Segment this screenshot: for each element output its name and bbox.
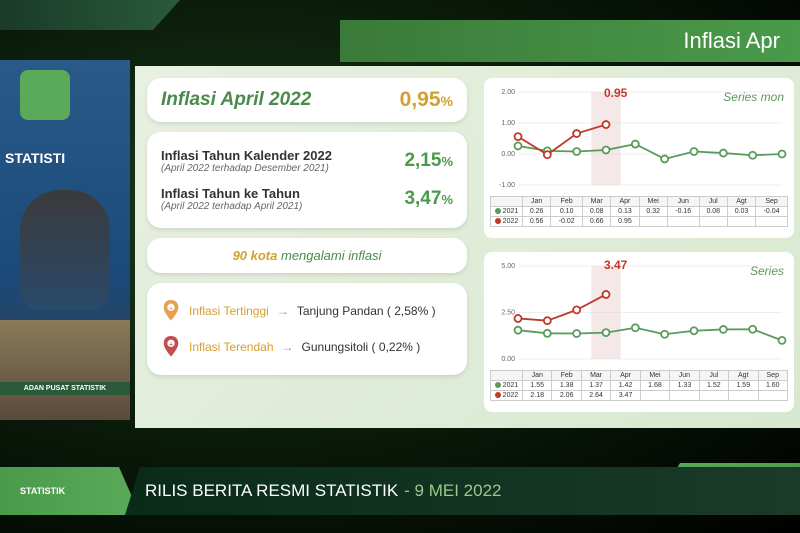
banner-title: Inflasi Apr (683, 28, 780, 54)
svg-text:+: + (169, 303, 173, 312)
chart1-peak: 0.95 (604, 86, 627, 100)
cities-header-card: 90 kota mengalami inflasi (147, 238, 467, 273)
svg-text:2.50: 2.50 (501, 310, 515, 317)
main-card-title: Inflasi April 2022 (161, 89, 311, 111)
chart2-series-label: Series (750, 264, 784, 278)
svg-text:0.00: 0.00 (501, 356, 515, 363)
cities-card: + Inflasi Tertinggi → Tanjung Pandan ( 2… (147, 283, 467, 375)
stat-sub-1: (April 2022 terhadap April 2021) (161, 201, 302, 212)
stats-card: Inflasi Tahun Kalender 2022 (April 2022 … (147, 132, 467, 228)
city-lowest-value: Gunungsitoli ( 0,22% ) (302, 340, 421, 354)
chart2-svg: 5.00 2.50 0.00 (490, 260, 788, 365)
org-text: STATISTI (5, 150, 65, 166)
top-banner: Inflasi Apr (340, 20, 800, 62)
city-highest-value: Tanjung Pandan ( 2,58% ) (297, 304, 436, 318)
presenter-silhouette (20, 190, 110, 310)
stat-label-1: Inflasi Tahun ke Tahun (161, 186, 302, 201)
svg-text:0.00: 0.00 (501, 151, 515, 158)
slide-area: Inflasi April 2022 0,95% Inflasi Tahun K… (135, 66, 800, 428)
svg-text:+: + (169, 339, 173, 348)
pin-up-icon: + (161, 299, 181, 323)
chart1-table: JanFebMarAprMeiJunJulAgtSep 20210.260.10… (490, 196, 788, 227)
svg-text:5.00: 5.00 (501, 263, 515, 270)
chart-monthly: Series mon 0.95 2.00 1.00 0.00 -1.00 JanFeb… (484, 78, 794, 238)
city-highest-row: + Inflasi Tertinggi → Tanjung Pandan ( 2… (161, 293, 453, 329)
stat-value-1: 3,47% (404, 188, 453, 210)
bottom-left-badge: STATISTIK (0, 467, 140, 515)
chart1-series-label: Series mon (723, 90, 784, 104)
main-card-value: 0,95% (400, 88, 453, 112)
presenter-video-panel: STATISTI ADAN PUSAT STATISTIK (0, 60, 130, 420)
arrow-icon: → (277, 304, 289, 318)
stat-row-0: Inflasi Tahun Kalender 2022 (April 2022 … (161, 142, 453, 180)
cities-count: 90 kota (233, 248, 278, 263)
chart-yoy: Series 3.47 5.00 2.50 0.00 JanFebMarAprMei… (484, 252, 794, 412)
svg-text:2.00: 2.00 (501, 89, 515, 96)
city-lowest-label: Inflasi Terendah (189, 340, 274, 354)
stat-value-0: 2,15% (404, 150, 453, 172)
chart2-peak: 3.47 (604, 258, 627, 272)
bottom-title: RILIS BERITA RESMI STATISTIK - 9 MEI 202… (125, 467, 800, 515)
pin-down-icon: + (161, 335, 181, 359)
bottom-date: - 9 MEI 2022 (404, 481, 501, 501)
main-inflation-card: Inflasi April 2022 0,95% (147, 78, 467, 122)
stat-sub-0: (April 2022 terhadap Desember 2021) (161, 163, 332, 174)
city-highest-label: Inflasi Tertinggi (189, 304, 269, 318)
city-lowest-row: + Inflasi Terendah → Gunungsitoli ( 0,22… (161, 329, 453, 365)
podium: ADAN PUSAT STATISTIK (0, 320, 130, 420)
left-cards: Inflasi April 2022 0,95% Inflasi Tahun K… (147, 78, 467, 385)
stat-label-0: Inflasi Tahun Kalender 2022 (161, 148, 332, 163)
charts-column: Series mon 0.95 2.00 1.00 0.00 -1.00 JanFeb… (484, 78, 794, 426)
stat-row-1: Inflasi Tahun ke Tahun (April 2022 terha… (161, 180, 453, 218)
arrow-icon: → (282, 340, 294, 354)
top-left-accent-shape (0, 0, 180, 30)
org-logo (20, 70, 70, 120)
svg-text:-1.00: -1.00 (499, 182, 515, 189)
podium-label: ADAN PUSAT STATISTIK (0, 382, 130, 395)
bottom-banner: STATISTIK RILIS BERITA RESMI STATISTIK -… (0, 467, 800, 515)
chart2-table: JanFebMarAprMeiJunJulAgtSep 20211.551.38… (490, 370, 788, 401)
svg-text:1.00: 1.00 (501, 120, 515, 127)
